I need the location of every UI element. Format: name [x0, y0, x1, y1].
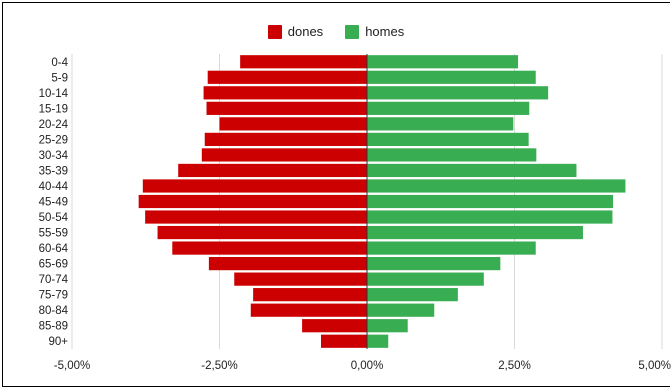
- bar-homes-60-64: [367, 241, 536, 255]
- category-label-70-74: 70-74: [39, 274, 69, 286]
- bar-dones-35-39: [178, 163, 367, 178]
- bar-dones-30-34: [201, 148, 367, 162]
- bar-homes-20-24: [367, 117, 514, 131]
- bar-homes-70-74: [367, 272, 484, 286]
- category-label-10-14: 10-14: [39, 88, 69, 100]
- category-label-30-34: 30-34: [39, 150, 69, 162]
- legend-swatch-homes: [345, 24, 360, 39]
- bar-dones-20-24: [219, 117, 367, 131]
- bar-dones-5-9: [207, 70, 367, 84]
- bar-homes-75-79: [367, 288, 458, 302]
- x-tick-label-3: 2,50%: [498, 360, 531, 372]
- bar-dones-10-14: [203, 86, 367, 100]
- bar-dones-60-64: [172, 241, 367, 255]
- bar-homes-35-39: [367, 163, 577, 178]
- bar-dones-0-4: [240, 55, 367, 69]
- legend-label-homes: homes: [365, 24, 405, 39]
- bar-homes-85-89: [367, 319, 408, 333]
- bar-homes-55-59: [367, 225, 583, 240]
- category-label-60-64: 60-64: [39, 243, 69, 255]
- bar-homes-30-34: [367, 148, 537, 162]
- bar-dones-45-49: [138, 194, 367, 209]
- bar-homes-40-44: [367, 179, 626, 193]
- category-label-50-54: 50-54: [39, 212, 69, 224]
- category-label-75-79: 75-79: [39, 290, 68, 302]
- category-label-35-39: 35-39: [39, 165, 68, 177]
- category-label-20-24: 20-24: [39, 119, 69, 131]
- category-label-5-9: 5-9: [51, 72, 68, 84]
- legend-swatch-dones: [267, 24, 282, 39]
- bar-dones-40-44: [142, 179, 367, 193]
- bar-dones-15-19: [206, 101, 367, 115]
- x-tick-label-1: -2,50%: [201, 360, 237, 372]
- category-label-85-89: 85-89: [39, 321, 68, 333]
- x-tick-label-2: 0,00%: [351, 360, 384, 372]
- bar-homes-65-69: [367, 257, 501, 271]
- bar-dones-85-89: [302, 319, 367, 333]
- category-label-15-19: 15-19: [39, 103, 68, 115]
- bar-dones-65-69: [208, 257, 367, 271]
- category-label-65-69: 65-69: [39, 259, 68, 271]
- bar-dones-25-29: [204, 132, 367, 146]
- category-label-25-29: 25-29: [39, 134, 68, 146]
- category-label-90+: 90+: [48, 336, 68, 348]
- bar-dones-75-79: [253, 288, 367, 302]
- category-label-45-49: 45-49: [39, 197, 68, 209]
- category-label-55-59: 55-59: [39, 228, 68, 240]
- bar-homes-45-49: [367, 194, 614, 209]
- category-label-0-4: 0-4: [51, 57, 68, 69]
- bar-dones-80-84: [250, 303, 367, 317]
- bar-dones-70-74: [234, 272, 367, 286]
- bar-homes-5-9: [367, 70, 536, 84]
- legend-item-homes: homes: [345, 24, 404, 39]
- bar-homes-10-14: [367, 86, 549, 100]
- bar-homes-25-29: [367, 132, 529, 146]
- bar-homes-0-4: [367, 55, 519, 69]
- bar-dones-50-54: [145, 210, 367, 224]
- bar-homes-50-54: [367, 210, 613, 224]
- bar-dones-90+: [320, 334, 367, 348]
- x-tick-label-0: -5,00%: [54, 360, 90, 372]
- legend-label-dones: dones: [287, 24, 324, 39]
- bar-homes-15-19: [367, 101, 530, 115]
- category-label-40-44: 40-44: [39, 181, 69, 193]
- bar-dones-55-59: [157, 225, 367, 240]
- legend: dones homes: [0, 24, 672, 39]
- x-tick-label-4: 5,00%: [638, 360, 671, 372]
- legend-item-dones: dones: [267, 24, 324, 39]
- bar-homes-80-84: [367, 303, 435, 317]
- bar-homes-90+: [367, 334, 389, 348]
- category-label-80-84: 80-84: [39, 305, 69, 317]
